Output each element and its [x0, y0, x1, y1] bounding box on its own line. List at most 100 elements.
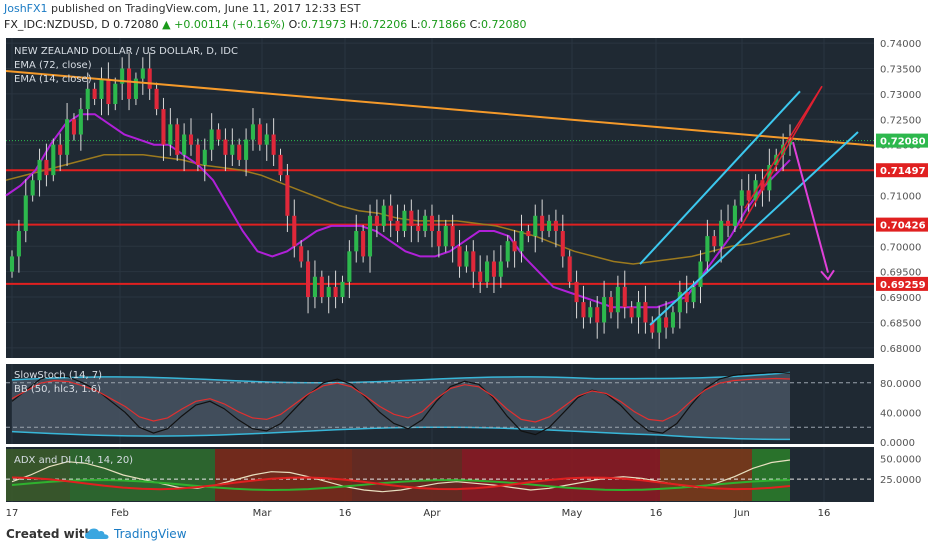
symbol-name[interactable]: FX_IDC:NZDUSD, D — [4, 18, 110, 31]
forecast-arrow-head — [820, 269, 835, 281]
adx-zone — [215, 449, 352, 501]
price-tick-label: 0.68000 — [880, 344, 921, 355]
candle-body — [9, 256, 15, 272]
candle-body — [367, 215, 373, 257]
forecast-arrow-shaft — [792, 141, 829, 273]
indicator-lines — [6, 371, 874, 493]
bb-upper-line — [11, 371, 791, 384]
open-value: 0.71973 — [300, 18, 347, 31]
candle-body — [567, 256, 572, 282]
chart-canvas[interactable]: 0.740000.735000.730000.725000.720000.715… — [0, 34, 932, 524]
candle-body — [244, 139, 249, 160]
candle-body — [615, 286, 620, 313]
candle-body — [739, 190, 744, 206]
price-tag — [876, 217, 928, 232]
time-tick-label: 16 — [339, 508, 352, 519]
tradingview-brand-link[interactable]: TradingView — [114, 527, 187, 541]
price-tag-label: 0.70426 — [880, 221, 926, 232]
candle-body — [505, 241, 510, 262]
adx-zone — [352, 449, 462, 501]
candle-body — [168, 124, 173, 145]
candle-body — [519, 231, 524, 252]
price-tick-label: 0.73500 — [880, 64, 921, 75]
candle-body — [629, 307, 634, 318]
candle-body — [746, 190, 751, 201]
candle-body — [574, 281, 579, 303]
stoch-signal-line — [11, 377, 791, 423]
candle-body — [113, 83, 118, 105]
candle-body — [450, 225, 455, 247]
price-change: ▲ +0.00114 (+0.16%) — [162, 18, 286, 31]
candle-body — [319, 276, 324, 298]
candle-body — [23, 195, 28, 232]
price-tag-label: 0.69259 — [880, 280, 926, 291]
candle-body — [581, 302, 586, 318]
channel-upper-line — [639, 90, 801, 265]
price-tag-label: 0.71497 — [880, 166, 926, 177]
stoch-line — [11, 371, 791, 436]
ema72-legend: EMA (72, close) — [14, 60, 92, 71]
stoch-tick-label: 0.0000 — [880, 438, 915, 449]
price-pane[interactable] — [6, 38, 874, 358]
candle-body — [361, 231, 366, 257]
candle-body — [553, 220, 558, 232]
candle-body — [312, 276, 317, 298]
candle-body — [140, 68, 145, 79]
stoch-legend: SlowStoch (14, 7) — [14, 370, 102, 381]
price-axis: 0.740000.735000.730000.725000.720000.715… — [876, 39, 928, 486]
candle-body — [491, 261, 496, 277]
candle-body — [478, 271, 483, 282]
candle-body — [278, 154, 283, 176]
adx-legend: ADX and DI (14, 14, 20) — [14, 455, 133, 466]
candle-body — [650, 322, 655, 333]
adx-tick-label: 50.0000 — [880, 454, 921, 465]
candle-body — [560, 231, 565, 257]
candle-body — [670, 312, 676, 328]
candle-body — [423, 215, 428, 232]
di-plus-line — [11, 478, 791, 492]
adx-tick-label: 25.0000 — [880, 475, 921, 486]
time-tick-label: Mar — [253, 508, 273, 519]
price-tick-label: 0.72500 — [880, 115, 921, 126]
tradingview-cloud-icon — [85, 528, 109, 539]
candle-body — [306, 261, 311, 298]
price-tick-label: 0.73000 — [880, 90, 921, 101]
candlesticks — [9, 52, 793, 349]
di-minus-line — [11, 476, 791, 491]
candle-body — [381, 205, 386, 226]
time-tick-label: May — [562, 508, 583, 519]
candle-body — [684, 291, 689, 303]
candle-body — [471, 251, 476, 272]
close-label: C: — [469, 18, 481, 31]
price-tag — [876, 133, 928, 148]
candle-body — [546, 220, 552, 232]
candle-body — [92, 88, 97, 99]
adx-zone — [70, 449, 215, 501]
candle-body — [216, 129, 221, 140]
author-link[interactable]: JoshFX1 — [4, 2, 48, 15]
price-tag-label: 0.72080 — [880, 137, 926, 148]
red-channel-lower — [744, 85, 823, 209]
bollinger-bands — [6, 371, 874, 441]
candle-body — [271, 134, 276, 155]
candle-body — [485, 261, 490, 282]
price-tick-label: 0.74000 — [880, 39, 921, 50]
candle-body — [126, 68, 132, 99]
candle-body — [147, 68, 152, 89]
candle-body — [347, 251, 352, 282]
candle-body — [202, 149, 207, 165]
candle-body — [409, 210, 414, 226]
candle-body — [51, 144, 56, 176]
candle-body — [374, 215, 379, 226]
time-tick-label: Jun — [733, 508, 750, 519]
candle-body — [58, 144, 63, 155]
candle-body — [16, 231, 21, 257]
candle-body — [223, 139, 228, 155]
candle-body — [540, 215, 545, 232]
candle-body — [161, 109, 166, 145]
low-label: L: — [410, 18, 421, 31]
candle-body — [416, 225, 421, 232]
candle-body — [182, 134, 187, 155]
candle-body — [602, 297, 607, 323]
candle-body — [429, 215, 435, 232]
